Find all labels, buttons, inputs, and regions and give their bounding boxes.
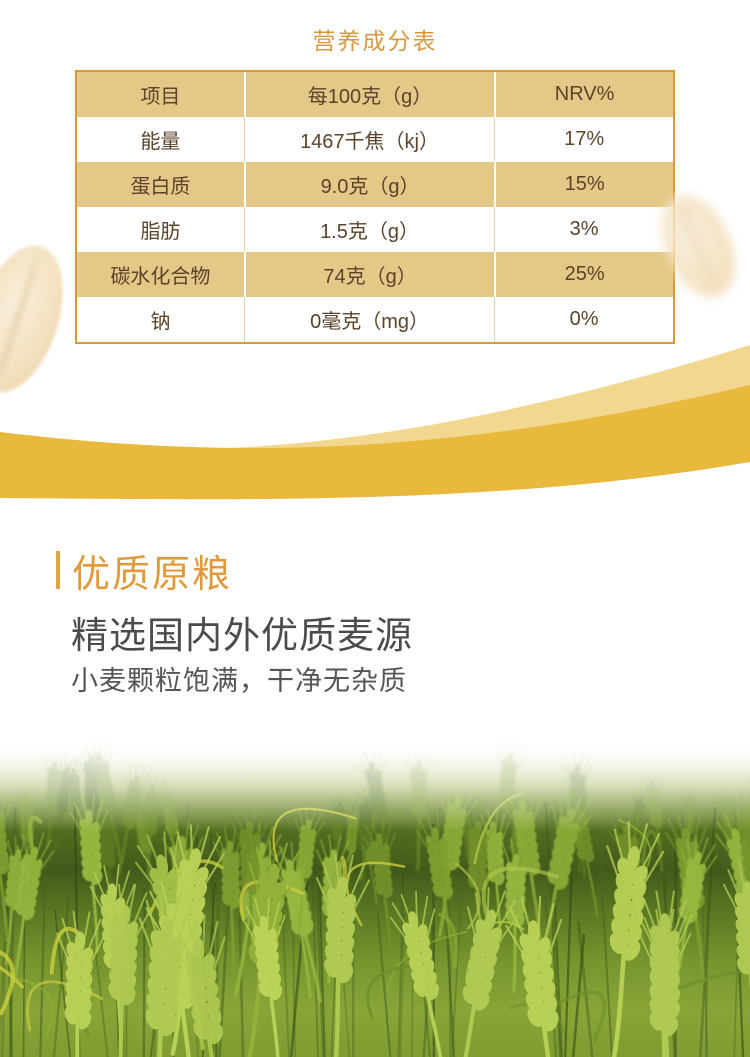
table-cell: 74克（g）: [243, 252, 495, 297]
table-row: 脂肪 1.5克（g） 3%: [77, 207, 673, 252]
table-cell: 能量: [77, 117, 244, 162]
quality-section-heading: 优质原粮: [72, 554, 233, 596]
table-cell: 3%: [494, 207, 673, 252]
table-row: 钠 0毫克（mg） 0%: [77, 297, 673, 342]
table-row: 能量 1467千焦（kj） 17%: [77, 117, 673, 162]
table-cell: 1467千焦（kj）: [243, 117, 495, 162]
table-cell: 15%: [494, 162, 673, 207]
table-header-cell: 项目: [77, 72, 244, 117]
table-cell: 碳水化合物: [77, 252, 244, 297]
wheat-field-photo: [0, 735, 750, 1057]
table-cell: 0毫克（mg）: [243, 297, 495, 342]
table-cell: 脂肪: [77, 207, 244, 252]
quality-section-subheading: 精选国内外优质麦源: [71, 615, 413, 656]
nutrition-table-title: 营养成分表: [312, 28, 438, 54]
golden-wave-divider: [0, 345, 750, 500]
table-header-cell: 每100克（g）: [243, 72, 495, 117]
heading-accent-bar: [56, 551, 60, 589]
table-header-cell: NRV%: [494, 72, 673, 117]
table-cell: 17%: [494, 117, 673, 162]
table-row: 碳水化合物 74克（g） 25%: [77, 252, 673, 297]
quality-section-description: 小麦颗粒饱满，干净无杂质: [71, 666, 407, 696]
table-header-row: 项目 每100克（g） NRV%: [77, 72, 673, 117]
table-cell: 钠: [77, 297, 244, 342]
table-cell: 25%: [494, 252, 673, 297]
table-cell: 蛋白质: [77, 162, 244, 207]
table-cell: 9.0克（g）: [243, 162, 495, 207]
table-cell: 0%: [494, 297, 673, 342]
nutrition-table: 项目 每100克（g） NRV% 能量 1467千焦（kj） 17% 蛋白质 9…: [75, 70, 675, 344]
table-row: 蛋白质 9.0克（g） 15%: [77, 162, 673, 207]
table-cell: 1.5克（g）: [243, 207, 495, 252]
